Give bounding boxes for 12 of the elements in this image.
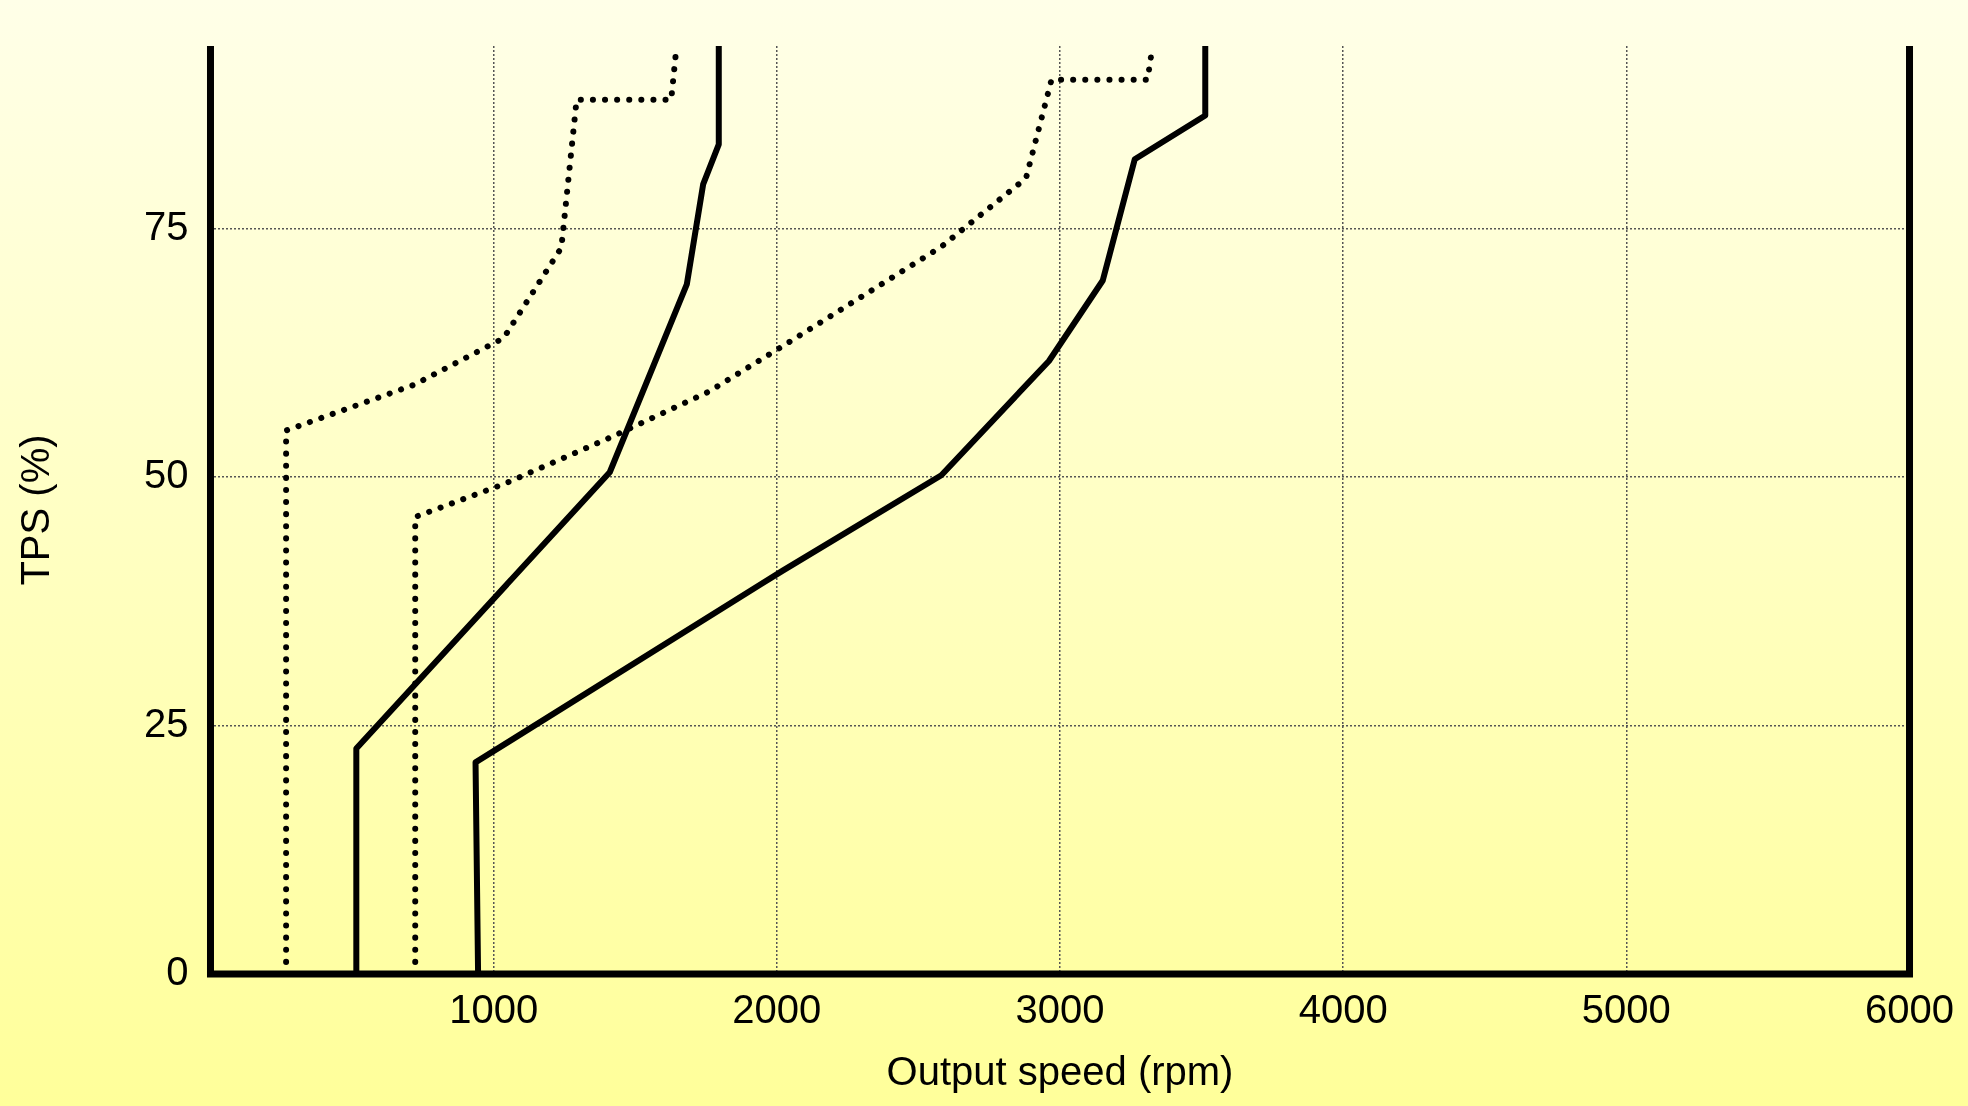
y-axis-title: TPS (%) bbox=[13, 434, 58, 586]
x-tick-label: 5000 bbox=[1581, 987, 1671, 1032]
x-tick-label: 4000 bbox=[1298, 987, 1388, 1032]
y-tick-label: 50 bbox=[143, 452, 189, 497]
x-tick-label: 2000 bbox=[732, 987, 822, 1032]
x-tick-label: 1000 bbox=[449, 987, 539, 1032]
y-tick-label: 75 bbox=[143, 203, 189, 248]
x-tick-label: 6000 bbox=[1865, 987, 1954, 1032]
x-axis-title: Output speed (rpm) bbox=[886, 1049, 1234, 1094]
y-tick-label: 0 bbox=[166, 949, 189, 994]
y-tick-label: 25 bbox=[143, 700, 189, 745]
x-tick-label: 3000 bbox=[1015, 987, 1105, 1032]
